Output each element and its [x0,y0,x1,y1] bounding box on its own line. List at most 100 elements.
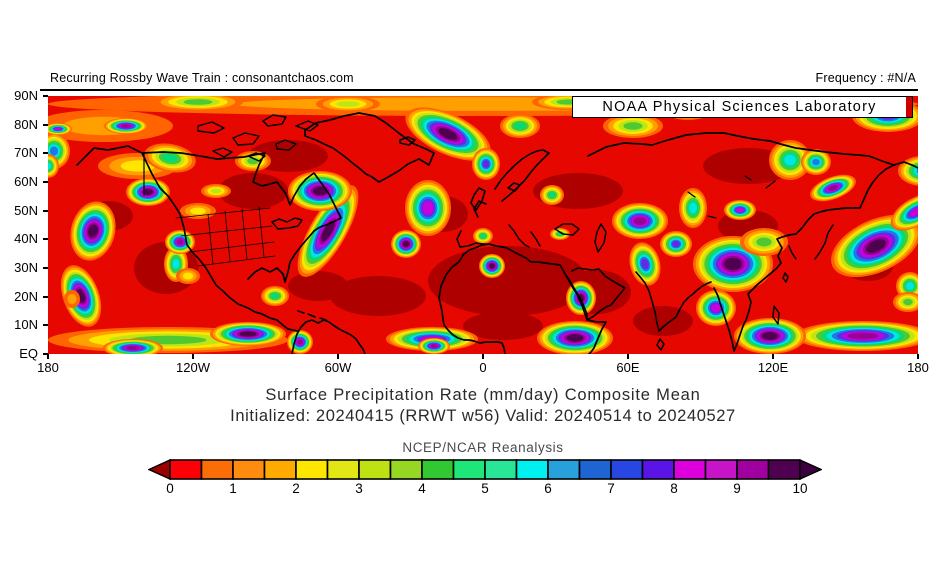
map-feature-ring [711,303,721,313]
map-feature-ring [489,263,495,269]
lon-tick-label: 60E [616,360,640,375]
map-feature-ring [812,158,820,166]
colorbar-title: NCEP/NCAR Reanalysis [402,440,564,455]
lon-tick [772,354,774,359]
map-feature-ring [480,233,486,239]
lon-tick-label: 120W [176,360,210,375]
coastline [564,267,626,321]
lat-tick [43,238,48,241]
colorbar-segment [295,459,329,480]
dry-patch [463,312,543,340]
map-feature-ring [336,101,360,107]
colorbar-segment [673,459,707,480]
lat-tick-label: 80N [14,116,38,132]
colorbar-tick-label: 1 [229,481,237,496]
coastline [141,151,342,283]
map-feature-ring [183,99,213,105]
colorbar-segment [704,459,738,480]
map-feature-ring [182,272,194,280]
caption-subtitle: Initialized: 20240415 (RRWT w56) Valid: … [230,407,736,425]
map-feature-ring [190,207,206,215]
colorbar-segment [358,459,392,480]
colorbar-tick-label: 9 [733,481,741,496]
colorbar-segment [452,459,486,480]
lat-tick-label: EQ [19,346,38,361]
lon-tick [627,354,629,359]
coastline [441,310,506,354]
colorbar-tick-label: 10 [792,481,808,496]
map-feature-ring [49,146,59,156]
coastline [304,112,435,183]
lon-tick [482,354,484,359]
colorbar-segment [767,459,801,480]
map-feature-ring [916,168,918,174]
colorbar-tick-label: 0 [166,481,174,496]
colorbar-ticks: 0 1 2 3 4 5 6 7 8 9 10 [148,481,822,497]
precipitation-map-svg [48,96,918,354]
lat-tick-label: 90N [14,88,38,103]
dry-patch [428,246,588,316]
map-feature-ring [430,344,438,348]
lat-tick-label: 10N [14,317,38,333]
map-feature-ring [67,293,77,305]
lon-tick-label: 120E [757,360,789,375]
map-feature-ring [402,240,410,248]
caption-title: Surface Precipitation Rate (mm/day) Comp… [265,386,701,404]
header-rule [40,89,918,91]
colorbar-tick-label: 3 [355,481,363,496]
dry-patch [288,271,348,301]
colorbar-segment [484,459,518,480]
colorbar-tick-label: 8 [670,481,678,496]
lon-tick [47,354,49,359]
colorbar [148,459,822,480]
coastline [713,164,895,352]
lat-tick-label: 60N [14,174,38,189]
map-feature-ring [724,257,742,271]
lat-tick [43,353,48,355]
map-feature-ring [913,166,918,176]
colorbar-segment [547,459,581,480]
lat-tick-label: 20N [14,288,38,304]
dry-patch [633,306,693,336]
map-feature-ring [784,154,796,166]
lon-tick [337,354,339,359]
coastline [508,223,607,253]
coastline [456,187,487,248]
colorbar-tick-label: 4 [418,481,426,496]
frequency-label: Frequency : #N/A [815,71,916,85]
map-feature-ring [482,160,490,168]
colorbar-segment [389,459,423,480]
coastline [635,271,712,332]
map-feature-ring [87,224,99,238]
coastline [438,243,607,354]
colorbar-tick-label: 7 [607,481,615,496]
lon-tick [917,354,919,359]
lat-tick-label: 50N [14,202,38,218]
lon-tick-label: 180 [37,360,59,375]
lat-tick [43,181,48,183]
map-feature-ring [297,339,303,345]
banner-accent [906,97,912,117]
map-feature-ring [827,184,839,192]
map-feature-ring [270,293,280,299]
map-feature-ring [672,240,680,248]
map-feature-ring [176,239,184,245]
lat-tick [43,152,48,155]
colorbar-segment [232,459,266,480]
map-feature-ring [210,188,222,194]
colorbar-segment [515,459,549,480]
map-feature-ring [548,192,556,198]
colorbar-left-arrow [148,459,171,480]
coastline [271,217,303,230]
map-feature-ring [162,153,178,163]
map-feature-ring [239,331,257,337]
coastline [587,132,918,169]
lon-tick-label: 180 [907,360,929,375]
lon-tick [192,354,194,359]
lat-tick [43,123,48,126]
colorbar-segment [169,459,203,480]
colorbar-tick-label: 6 [544,481,552,496]
colorbar-segment [578,459,612,480]
lon-tick-label: 0 [479,360,487,375]
map-feature-ring [906,282,914,290]
